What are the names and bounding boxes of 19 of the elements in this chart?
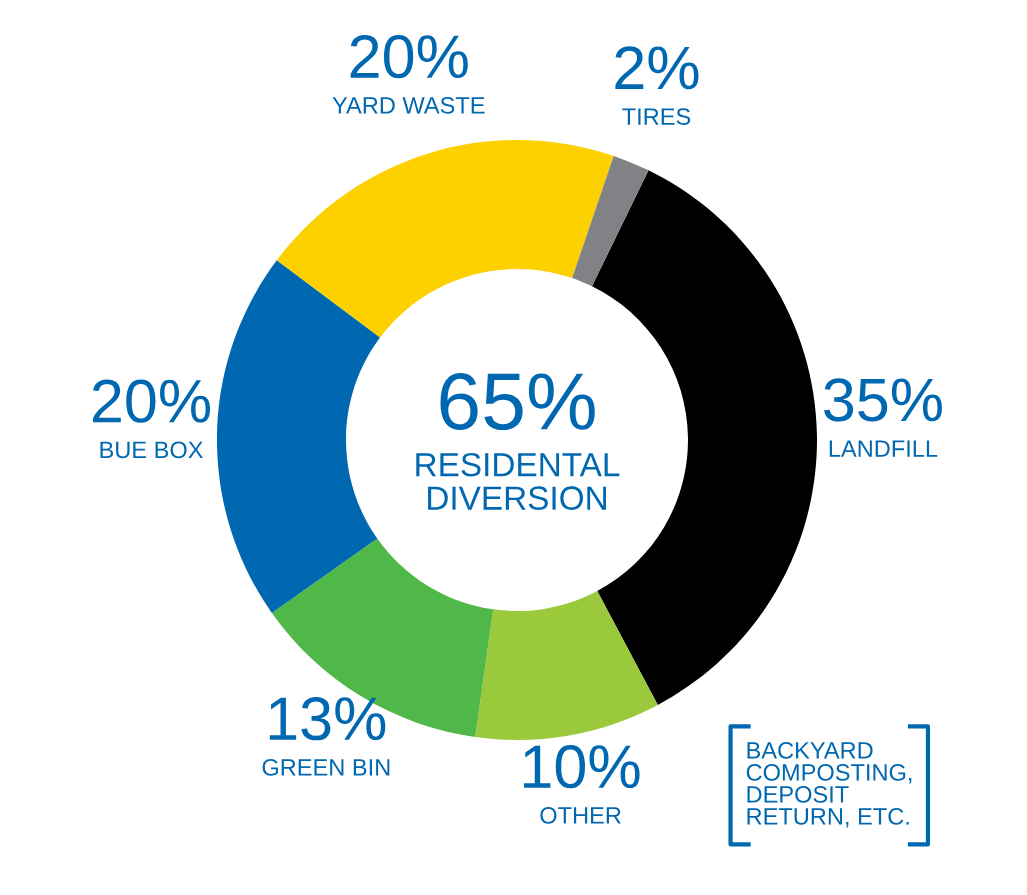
slice-label: TIRES [622,108,691,125]
slice-label: OTHER [540,807,621,824]
text: RESIDENTAL DIVERSION [416,452,620,510]
donut-slice [475,590,658,740]
data-label: 20% [350,35,468,79]
slice-label: BUE BOX [100,441,204,459]
data-label: 20% [92,379,211,423]
data-label: 2% [615,46,699,90]
slice-label: YARD WASTE [332,96,485,114]
data-label: 13% [269,697,386,741]
donut-slice [276,140,614,338]
donut-slice [217,260,381,613]
slice-label: GREEN BIN [262,759,390,776]
data-label: 35% [824,378,942,422]
donut-slice [572,156,649,287]
text: BACKYARD COMPOSTING, DEPOSIT RETURN, ETC. [746,742,912,828]
data-label: 10% [524,745,640,789]
text: 65% [440,373,595,431]
slice-label: LANDFILL [829,440,938,457]
